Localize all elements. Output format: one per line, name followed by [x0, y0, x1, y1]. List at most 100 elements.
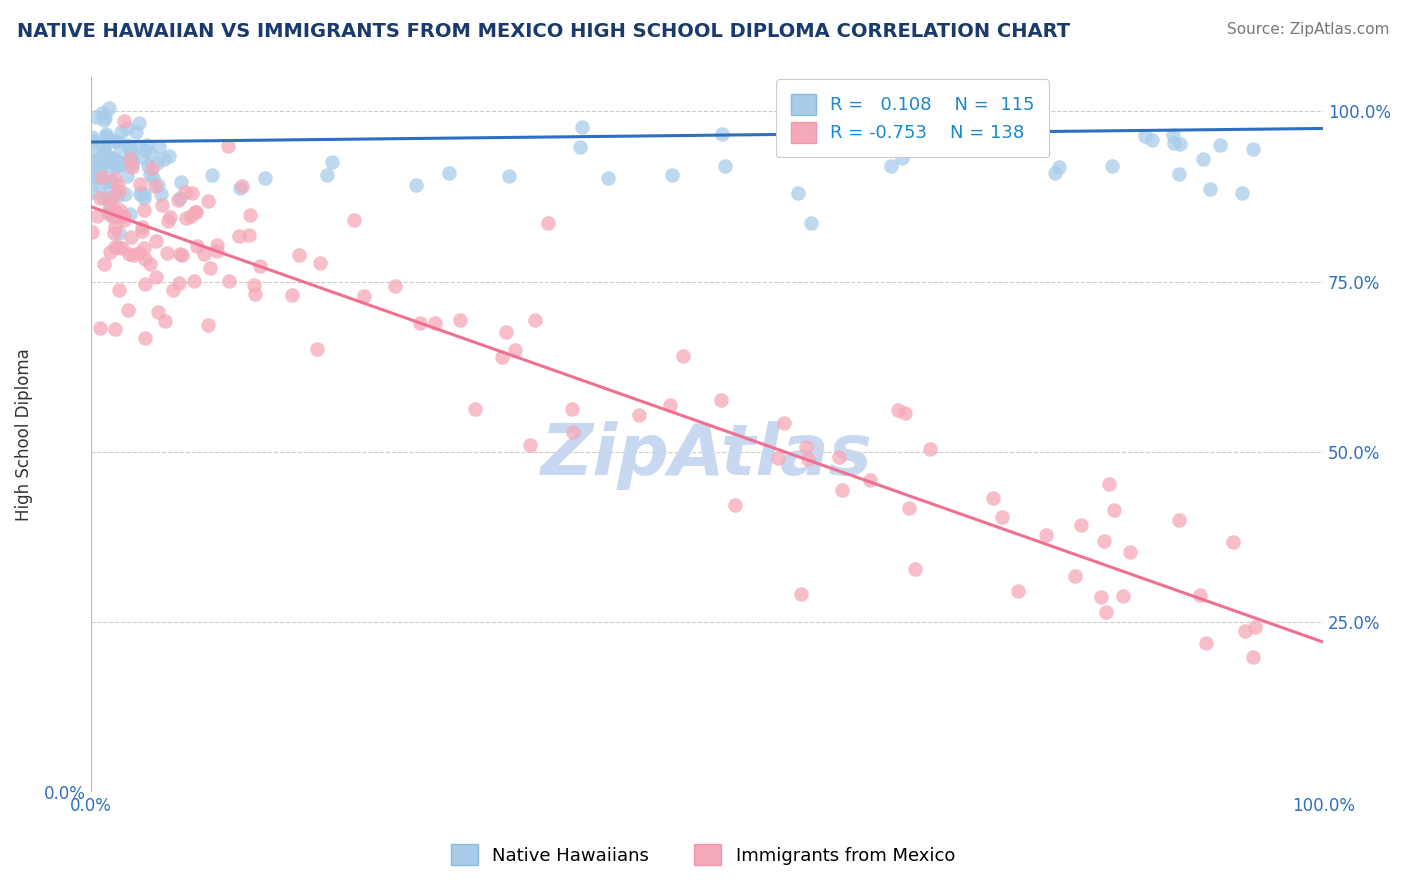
- Point: [112, 209, 135, 223]
- Point: [309, 256, 332, 270]
- Point: [110, 209, 132, 223]
- Point: [93, 191, 115, 205]
- Point: [1168, 513, 1191, 527]
- Point: [134, 252, 156, 267]
- Point: [141, 161, 163, 175]
- Point: [82, 170, 104, 185]
- Point: [1198, 182, 1220, 196]
- Point: [80, 155, 103, 169]
- Point: [498, 169, 520, 183]
- Point: [1188, 588, 1211, 602]
- Point: [138, 159, 160, 173]
- Point: [94, 127, 117, 141]
- Point: [82, 134, 104, 148]
- Point: [100, 151, 122, 165]
- Text: Source: ZipAtlas.com: Source: ZipAtlas.com: [1226, 22, 1389, 37]
- Point: [153, 314, 176, 328]
- Point: [80, 185, 103, 199]
- Point: [84, 171, 107, 186]
- Point: [831, 483, 853, 497]
- Point: [112, 114, 135, 128]
- Point: [1241, 649, 1264, 664]
- Point: [136, 137, 159, 152]
- Point: [1095, 605, 1118, 619]
- Point: [198, 261, 221, 276]
- Point: [118, 151, 141, 165]
- Point: [229, 180, 252, 194]
- Point: [120, 207, 142, 221]
- Point: [112, 213, 135, 227]
- Point: [449, 313, 471, 327]
- Point: [218, 138, 240, 153]
- Point: [156, 214, 179, 228]
- Point: [167, 193, 190, 207]
- Point: [117, 138, 139, 153]
- Point: [91, 141, 114, 155]
- Point: [89, 191, 111, 205]
- Point: [89, 320, 111, 334]
- Point: [107, 178, 129, 193]
- Point: [91, 149, 114, 163]
- Point: [114, 187, 136, 202]
- Point: [288, 248, 311, 262]
- Point: [100, 160, 122, 174]
- Point: [904, 562, 927, 576]
- Point: [627, 409, 650, 423]
- Point: [1168, 136, 1191, 151]
- Point: [254, 171, 277, 186]
- Point: [103, 210, 125, 224]
- Point: [98, 180, 121, 194]
- Point: [128, 246, 150, 260]
- Point: [107, 226, 129, 240]
- Point: [1241, 142, 1264, 156]
- Point: [98, 192, 121, 206]
- Point: [787, 186, 810, 200]
- Point: [249, 259, 271, 273]
- Point: [132, 186, 155, 201]
- Point: [101, 190, 124, 204]
- Point: [1112, 589, 1135, 603]
- Point: [80, 168, 103, 182]
- Y-axis label: High School Diploma: High School Diploma: [15, 348, 32, 521]
- Point: [710, 127, 733, 141]
- Point: [110, 202, 132, 217]
- Point: [97, 207, 120, 221]
- Point: [108, 184, 131, 198]
- Point: [104, 240, 127, 254]
- Point: [343, 213, 366, 227]
- Point: [80, 225, 103, 239]
- Point: [103, 151, 125, 165]
- Point: [97, 205, 120, 219]
- Point: [155, 246, 177, 260]
- Point: [723, 498, 745, 512]
- Point: [918, 442, 941, 456]
- Point: [80, 129, 103, 144]
- Point: [103, 134, 125, 148]
- Point: [305, 342, 328, 356]
- Point: [880, 159, 903, 173]
- Point: [110, 157, 132, 171]
- Point: [794, 440, 817, 454]
- Point: [96, 130, 118, 145]
- Point: [110, 125, 132, 139]
- Point: [91, 105, 114, 120]
- Point: [91, 169, 114, 184]
- Point: [800, 216, 823, 230]
- Point: [120, 142, 142, 156]
- Point: [495, 326, 517, 340]
- Point: [991, 510, 1014, 524]
- Point: [120, 144, 142, 158]
- Point: [280, 288, 302, 302]
- Point: [150, 198, 173, 212]
- Point: [519, 438, 541, 452]
- Point: [98, 206, 121, 220]
- Point: [108, 140, 131, 154]
- Point: [1135, 129, 1157, 144]
- Point: [120, 152, 142, 166]
- Point: [82, 134, 104, 148]
- Point: [231, 178, 253, 193]
- Point: [571, 120, 593, 134]
- Point: [1140, 133, 1163, 147]
- Point: [134, 241, 156, 255]
- Point: [714, 159, 737, 173]
